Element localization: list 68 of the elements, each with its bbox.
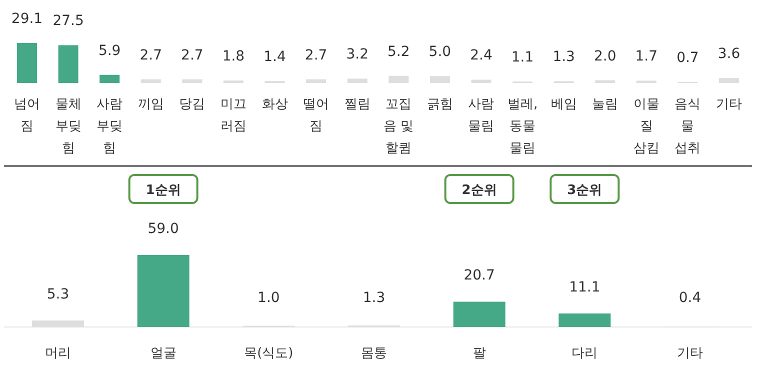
data-label: 20.7	[464, 268, 495, 284]
data-label: 2.7	[140, 47, 162, 64]
bar	[100, 74, 120, 83]
bar	[595, 80, 616, 83]
x-tick-label: 벌레, 동물 물림	[507, 97, 538, 156]
bar	[471, 80, 492, 83]
x-tick-label: 음식물 섭취	[674, 97, 701, 156]
data-label: 1.8	[222, 48, 245, 65]
bar	[558, 313, 611, 327]
x-tick-label: 긁힘	[426, 97, 453, 112]
x-tick-label: 물체 부딪힘	[55, 97, 82, 156]
x-tick-label: 몸통	[361, 346, 387, 361]
x-tick-label: 사람 물림	[468, 97, 494, 134]
bar	[347, 78, 368, 83]
x-tick-label: 기타	[716, 97, 742, 112]
x-tick-label: 눌림	[592, 97, 618, 112]
x-tick-label: 기타	[677, 346, 703, 361]
x-tick-label: 떨어짐	[303, 97, 330, 134]
x-tick-label: 미끄러짐	[220, 97, 246, 134]
x-tick-label: 목(식도)	[244, 346, 294, 361]
x-tick-label: 사람 부딪힘	[96, 97, 123, 156]
x-tick-label: 찔림	[344, 97, 370, 112]
bar	[137, 255, 190, 327]
x-tick-label: 당김	[179, 97, 206, 112]
data-label: 5.9	[98, 42, 121, 59]
data-label: 11.1	[569, 279, 600, 296]
data-label: 59.0	[148, 221, 179, 237]
bar	[58, 45, 78, 83]
bar	[453, 302, 506, 327]
x-tick-label: 화상	[262, 97, 288, 112]
bar	[388, 76, 409, 83]
bar	[306, 79, 326, 83]
data-label: 0.7	[676, 50, 699, 66]
data-label: 27.5	[52, 13, 84, 30]
data-label: 5.3	[46, 286, 70, 303]
x-tick-label: 팔	[472, 346, 486, 361]
data-label: 5.2	[388, 44, 410, 60]
x-tick-label: 이물질 삼킴	[633, 97, 660, 156]
bar	[430, 76, 450, 83]
x-tick-label: 얼굴	[150, 346, 176, 361]
data-label: 1.0	[258, 290, 280, 306]
data-label: 1.4	[264, 49, 286, 66]
data-label: 2.4	[470, 48, 492, 64]
x-tick-label: 끼임	[138, 97, 164, 112]
text: 3순위	[567, 183, 602, 198]
data-label: 1.1	[511, 49, 534, 66]
data-label: 2.0	[594, 48, 616, 64]
data-label: 3.2	[346, 46, 368, 63]
data-label: 1.7	[635, 48, 658, 65]
bar	[17, 43, 37, 83]
x-tick-label: 다리	[572, 346, 598, 361]
data-label: 1.3	[552, 49, 575, 66]
data-label: 2.7	[181, 47, 204, 64]
data-label: 0.4	[678, 290, 702, 306]
text: 1순위	[146, 183, 181, 198]
data-label: 2.7	[304, 47, 328, 64]
bar	[719, 78, 739, 83]
x-tick-label: 꼬집음 및 할큄	[384, 97, 414, 156]
bar	[140, 79, 161, 83]
text: 2순위	[462, 183, 497, 198]
bar	[182, 79, 202, 83]
data-label: 1.3	[362, 290, 386, 306]
data-label: 3.6	[718, 46, 740, 62]
x-tick-label: 베임	[550, 97, 577, 112]
x-tick-label: 머리	[45, 346, 71, 361]
x-tick-label: 넘어짐	[14, 97, 40, 134]
data-label: 29.1	[11, 11, 43, 27]
data-label: 5.0	[428, 44, 452, 60]
